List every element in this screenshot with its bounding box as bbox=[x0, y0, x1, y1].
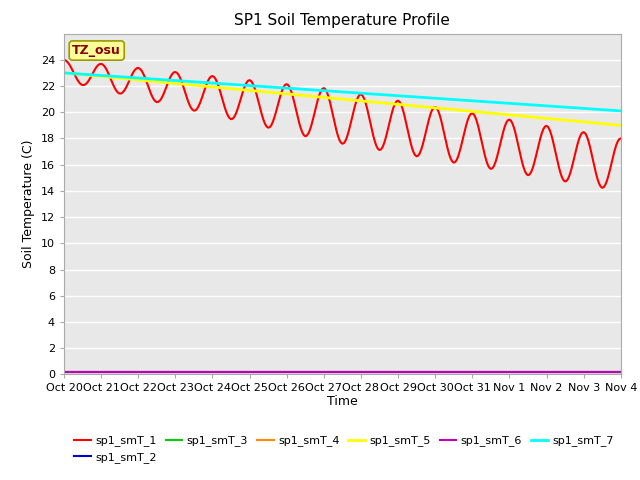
sp1_smT_6 bbox=[60, 369, 68, 375]
sp1_smT_7 bbox=[617, 108, 625, 114]
sp1_smT_5 bbox=[549, 116, 557, 122]
Legend: sp1_smT_1, sp1_smT_2, sp1_smT_3, sp1_smT_4, sp1_smT_5, sp1_smT_6, sp1_smT_7: sp1_smT_1, sp1_smT_2, sp1_smT_3, sp1_smT… bbox=[70, 431, 618, 468]
sp1_smT_5 bbox=[377, 100, 385, 106]
sp1_smT_4 bbox=[164, 369, 172, 374]
sp1_smT_6 bbox=[408, 369, 416, 375]
Y-axis label: Soil Temperature (C): Soil Temperature (C) bbox=[22, 140, 35, 268]
sp1_smT_2 bbox=[164, 369, 172, 375]
Line: sp1_smT_1: sp1_smT_1 bbox=[64, 60, 621, 188]
sp1_smT_7 bbox=[377, 92, 385, 97]
sp1_smT_6 bbox=[396, 369, 403, 375]
Text: TZ_osu: TZ_osu bbox=[72, 44, 121, 57]
sp1_smT_1 bbox=[549, 137, 557, 143]
sp1_smT_3 bbox=[396, 370, 403, 375]
sp1_smT_1 bbox=[408, 145, 416, 151]
sp1_smT_2 bbox=[617, 369, 625, 375]
sp1_smT_7 bbox=[60, 70, 68, 76]
sp1_smT_7 bbox=[396, 93, 403, 99]
sp1_smT_2 bbox=[408, 369, 416, 375]
sp1_smT_6 bbox=[164, 369, 172, 375]
sp1_smT_4 bbox=[549, 369, 557, 374]
sp1_smT_5 bbox=[164, 80, 172, 85]
sp1_smT_2 bbox=[377, 369, 385, 375]
sp1_smT_5 bbox=[76, 72, 83, 77]
sp1_smT_3 bbox=[549, 370, 557, 375]
sp1_smT_4 bbox=[617, 369, 625, 374]
sp1_smT_3 bbox=[164, 370, 172, 375]
sp1_smT_6 bbox=[549, 369, 557, 375]
sp1_smT_3 bbox=[377, 370, 385, 375]
sp1_smT_5 bbox=[60, 70, 68, 76]
sp1_smT_4 bbox=[396, 369, 403, 374]
sp1_smT_3 bbox=[60, 370, 68, 375]
Title: SP1 Soil Temperature Profile: SP1 Soil Temperature Profile bbox=[234, 13, 451, 28]
sp1_smT_3 bbox=[617, 370, 625, 375]
sp1_smT_1 bbox=[164, 81, 172, 86]
sp1_smT_1 bbox=[617, 135, 625, 141]
Line: sp1_smT_7: sp1_smT_7 bbox=[64, 73, 621, 111]
sp1_smT_4 bbox=[377, 369, 385, 374]
sp1_smT_6 bbox=[377, 369, 385, 375]
sp1_smT_7 bbox=[76, 71, 83, 77]
sp1_smT_2 bbox=[60, 369, 68, 375]
Line: sp1_smT_5: sp1_smT_5 bbox=[64, 73, 621, 125]
sp1_smT_5 bbox=[396, 102, 403, 108]
sp1_smT_4 bbox=[408, 369, 416, 374]
sp1_smT_5 bbox=[617, 122, 625, 128]
sp1_smT_7 bbox=[549, 103, 557, 109]
sp1_smT_3 bbox=[408, 370, 416, 375]
sp1_smT_3 bbox=[76, 370, 83, 375]
sp1_smT_1 bbox=[598, 185, 606, 191]
sp1_smT_1 bbox=[377, 146, 385, 152]
sp1_smT_7 bbox=[408, 94, 416, 99]
sp1_smT_4 bbox=[76, 369, 83, 374]
sp1_smT_1 bbox=[76, 80, 83, 86]
sp1_smT_2 bbox=[549, 369, 557, 375]
sp1_smT_4 bbox=[60, 369, 68, 374]
sp1_smT_5 bbox=[408, 103, 416, 108]
sp1_smT_6 bbox=[617, 369, 625, 375]
sp1_smT_2 bbox=[76, 369, 83, 375]
sp1_smT_2 bbox=[396, 369, 403, 375]
sp1_smT_6 bbox=[76, 369, 83, 375]
X-axis label: Time: Time bbox=[327, 395, 358, 408]
sp1_smT_1 bbox=[60, 57, 68, 63]
sp1_smT_7 bbox=[164, 77, 172, 83]
sp1_smT_1 bbox=[396, 99, 403, 105]
